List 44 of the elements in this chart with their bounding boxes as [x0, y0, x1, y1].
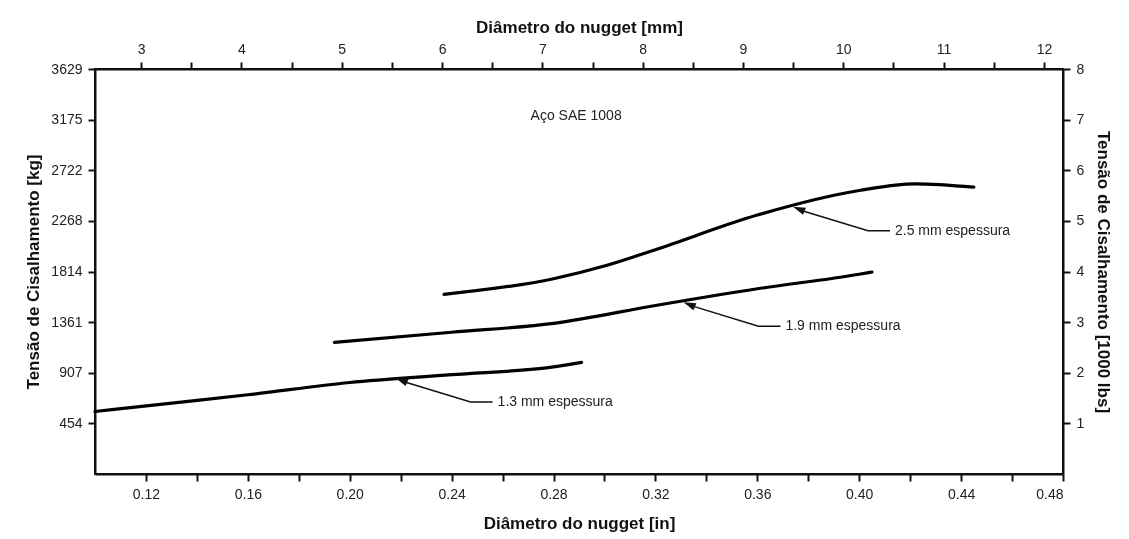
y2-tick-label: 3 — [1076, 313, 1085, 330]
x-tick-label: 0.32 — [642, 485, 670, 502]
y-tick-label: 1361 — [51, 313, 83, 330]
x-tick-label: 0.44 — [947, 485, 976, 502]
x2-axis-title: Diâmetro do nugget [mm] — [476, 17, 683, 37]
annotation: 1.9 mm espessura — [785, 317, 901, 334]
x2-tick-label: 11 — [936, 40, 952, 57]
x-tick-label: 0.12 — [132, 485, 161, 502]
x2-tick-label: 3 — [137, 40, 146, 57]
y2-tick-label: 7 — [1076, 111, 1085, 128]
x-axis-title: Diâmetro do nugget [in] — [483, 513, 676, 533]
x-tick-label: 0.16 — [234, 485, 263, 502]
y-tick-label: 1814 — [51, 263, 83, 280]
y-tick-label: 3629 — [51, 60, 83, 77]
x-tick-label: 0.36 — [744, 485, 772, 502]
x2-tick-label: 5 — [338, 40, 347, 57]
x-tick-label: 0.48 — [1036, 485, 1064, 502]
y2-tick-label: 6 — [1076, 161, 1085, 178]
y2-tick-label: 8 — [1076, 60, 1085, 77]
annotation: 1.3 mm espessura — [497, 393, 613, 410]
annotation: Aço SAE 1008 — [530, 107, 622, 123]
y-tick-label: 907 — [59, 364, 83, 381]
y-tick-label: 2722 — [51, 161, 83, 178]
y2-tick-label: 2 — [1076, 364, 1085, 381]
x-tick-label: 0.24 — [438, 485, 466, 502]
y2-tick-label: 5 — [1076, 212, 1085, 229]
y-axis-title: Tensão de Cisalhamento [kg] — [24, 154, 44, 390]
y2-tick-label: 4 — [1076, 263, 1085, 279]
x2-tick-label: 8 — [639, 40, 648, 57]
x2-tick-label: 6 — [438, 40, 447, 57]
y2-axis-title: Tensão de Cisalhamento [1000 lbs] — [1094, 130, 1114, 414]
y-tick-label: 2268 — [51, 212, 83, 229]
x-tick-label: 0.40 — [846, 485, 874, 502]
y2-tick-label: 1 — [1076, 414, 1085, 431]
annotation: 2.5 mm espessura — [894, 221, 1011, 238]
x-tick-label: 0.20 — [336, 485, 365, 502]
x-tick-label: 0.28 — [540, 485, 568, 502]
x2-tick-label: 12 — [1036, 40, 1053, 57]
x2-tick-label: 7 — [538, 40, 547, 57]
x2-tick-label: 4 — [238, 40, 247, 57]
y-tick-label: 454 — [59, 414, 83, 431]
x2-tick-label: 9 — [739, 40, 748, 57]
x2-tick-label: 10 — [836, 40, 852, 57]
y-tick-label: 3175 — [51, 111, 83, 128]
